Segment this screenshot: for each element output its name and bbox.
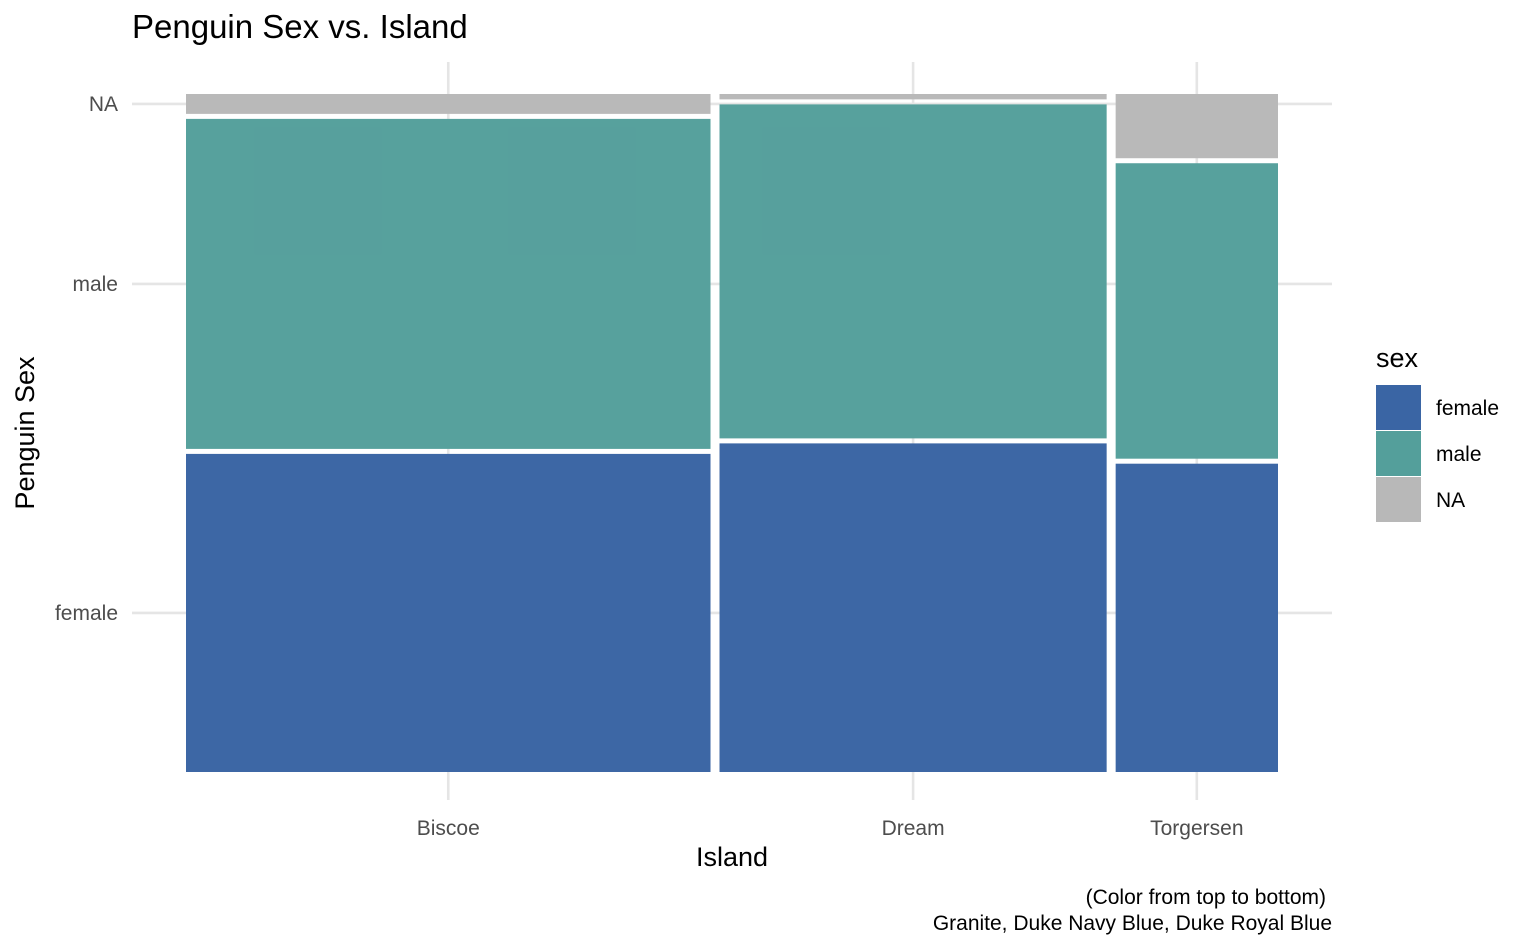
caption-line-1: (Color from top to bottom) <box>1086 886 1326 909</box>
x-axis-title: Island <box>696 842 768 872</box>
legend-label: male <box>1436 443 1482 466</box>
tile-dream-female <box>719 443 1107 772</box>
chart-title: Penguin Sex vs. Island <box>132 8 468 45</box>
tile-torgersen-male <box>1115 163 1278 459</box>
y-tick-label: female <box>55 602 118 625</box>
tile-dream-na <box>719 94 1107 100</box>
tick-layer: female male NA Biscoe Dream Torgersen <box>55 93 1244 840</box>
legend-key-na <box>1376 477 1421 522</box>
y-tick-label: male <box>72 273 118 296</box>
tile-dream-male <box>719 104 1107 439</box>
x-tick-label: Biscoe <box>417 817 480 840</box>
legend-title: sex <box>1376 343 1419 373</box>
legend-label: NA <box>1436 489 1465 512</box>
tile-biscoe-na <box>186 94 711 114</box>
tile-biscoe-female <box>186 453 711 772</box>
legend-label: female <box>1436 397 1499 420</box>
tile-layer <box>186 94 1278 772</box>
caption-line-2: Granite, Duke Navy Blue, Duke Royal Blue <box>933 912 1332 935</box>
legend-key-female <box>1376 385 1421 430</box>
tile-torgersen-female <box>1115 463 1278 772</box>
legend: sex female male NA <box>1376 343 1499 522</box>
legend-key-male <box>1376 431 1421 476</box>
y-axis-title: Penguin Sex <box>10 356 40 510</box>
x-tick-label: Torgersen <box>1150 817 1243 840</box>
y-tick-label: NA <box>89 93 118 116</box>
tile-torgersen-na <box>1115 94 1278 159</box>
x-tick-label: Dream <box>882 817 945 840</box>
tile-biscoe-male <box>186 118 711 449</box>
